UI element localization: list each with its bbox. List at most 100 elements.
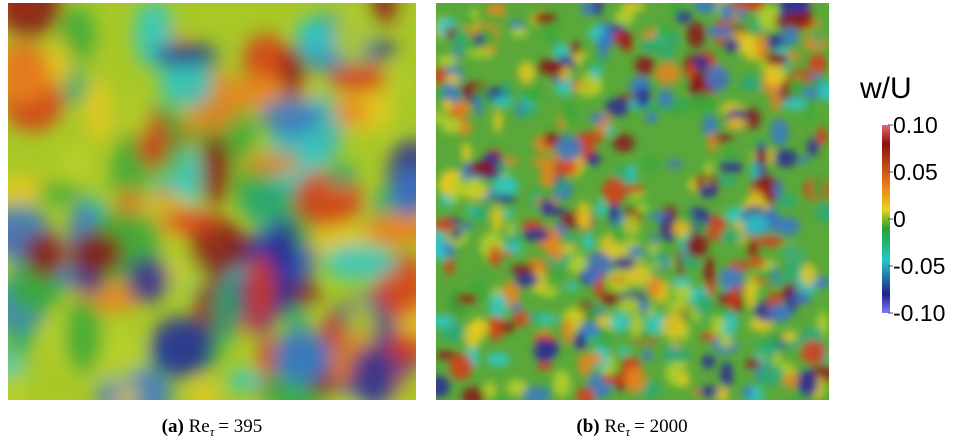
field-blob [474, 97, 483, 117]
field-blobs [436, 3, 829, 400]
field-blob [651, 233, 660, 245]
field-blob [514, 272, 540, 288]
field-blob [665, 159, 684, 169]
field-blob [449, 353, 473, 380]
field-blob [8, 175, 46, 204]
field-blob [492, 95, 514, 108]
field-blob [602, 177, 627, 205]
field-blob [808, 53, 827, 75]
field-blob [763, 350, 774, 366]
field-blob [575, 131, 604, 144]
field-blob [787, 51, 802, 61]
field-blob [441, 98, 454, 113]
field-blob [698, 184, 718, 198]
colorbar-tick-label: -0.05 [893, 253, 945, 279]
field-blob [226, 369, 264, 392]
field-blob [727, 3, 756, 9]
field-blob [601, 291, 623, 306]
field-blob [704, 161, 713, 178]
field-blob [805, 99, 815, 124]
field-blob [110, 213, 164, 270]
field-blob [608, 201, 621, 226]
field-blob [178, 148, 202, 201]
field-blob [159, 56, 214, 109]
field-blob [773, 216, 801, 236]
field-blob [241, 181, 293, 226]
field-blob [8, 269, 63, 314]
field-blob [8, 40, 53, 103]
field-blob [703, 257, 716, 283]
field-blob [472, 205, 487, 223]
field-blob [351, 344, 398, 400]
colorbar [882, 125, 890, 313]
field-blob [672, 282, 692, 302]
field-blob [701, 354, 716, 369]
field-blob [648, 241, 659, 257]
field-blob [332, 98, 370, 126]
field-blob [273, 327, 331, 386]
field-blob [806, 138, 819, 157]
field-blob [468, 161, 497, 176]
colorbar-title: w/U [859, 72, 912, 105]
field-blob [763, 332, 785, 343]
field-blob [461, 222, 473, 231]
field-blob [778, 3, 789, 20]
field-blob [786, 3, 810, 16]
caption-subscript: τ [625, 424, 631, 439]
field-blob [797, 369, 819, 397]
field-blob [756, 363, 785, 386]
field-blob [719, 161, 744, 174]
field-blob [563, 282, 580, 292]
field-blob [667, 31, 680, 48]
field-blob [630, 313, 643, 340]
field-blob [816, 127, 828, 145]
field-blob [605, 125, 615, 136]
field-blob [705, 64, 730, 92]
field-blob [492, 194, 517, 203]
field-blob [655, 62, 681, 85]
field-blob [552, 160, 579, 176]
field-blob [245, 152, 301, 176]
field-blob [84, 79, 113, 143]
field-blob [332, 9, 370, 64]
field-blob [718, 267, 745, 289]
field-blob [804, 80, 824, 89]
field-blob [576, 201, 591, 230]
field-blob [437, 176, 456, 196]
field-blob [508, 20, 525, 30]
field-blob [231, 75, 285, 110]
field-blob [461, 142, 472, 162]
field-blob [483, 381, 497, 400]
field-blob [444, 258, 455, 276]
field-blob [8, 320, 33, 354]
field-blob [641, 37, 665, 54]
field-blob [664, 301, 689, 312]
field-blob [747, 239, 758, 260]
field-blob [473, 33, 485, 46]
field-blob [675, 10, 692, 24]
caption-tag: (a) [162, 416, 184, 437]
field-blob [774, 13, 795, 29]
field-blob [8, 3, 63, 38]
field-blob [719, 228, 743, 244]
field-blob [295, 16, 332, 60]
field-blob [322, 243, 398, 281]
field-blob [743, 212, 769, 233]
field-blob [260, 97, 321, 136]
field-blob [162, 209, 220, 235]
field-blob [57, 143, 94, 185]
field-blob [593, 3, 603, 16]
field-blob [501, 82, 512, 98]
field-blob [521, 84, 543, 104]
field-blob [617, 346, 631, 356]
field-blob [511, 302, 521, 313]
field-blob [115, 385, 138, 400]
field-blob [24, 231, 67, 278]
field-blob [543, 206, 566, 216]
field-blob [664, 105, 692, 114]
field-blob [780, 26, 799, 46]
colorbar-tick-label: 0.10 [893, 112, 938, 138]
field-blob [539, 162, 557, 188]
field-blob [620, 31, 631, 50]
caption-subscript: τ [210, 424, 216, 439]
